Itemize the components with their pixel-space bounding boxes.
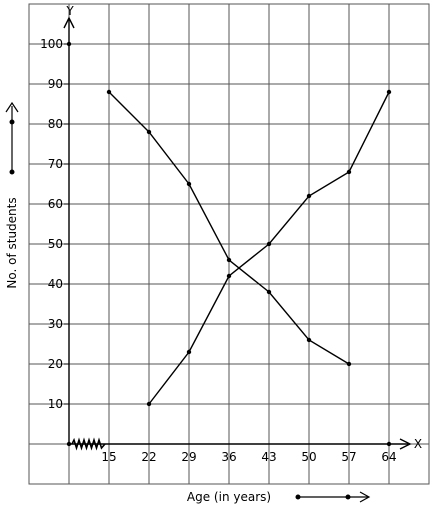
y-tick-label: 90 <box>48 77 63 91</box>
y-tick-label: 70 <box>48 157 63 171</box>
series-1-point <box>306 337 312 343</box>
series-2-point <box>146 401 152 407</box>
series-2-point <box>386 89 392 95</box>
y-axis-title: No. of students <box>5 197 19 288</box>
x-axis-letter: X <box>414 437 422 451</box>
axis-break-zigzag <box>71 437 106 451</box>
x-axis-title: Age (in years) <box>187 490 271 504</box>
series-1-point <box>186 181 192 187</box>
y-direction-arrow <box>5 101 19 175</box>
x-tick-label: 57 <box>341 450 356 464</box>
y-tick-label: 30 <box>48 317 63 331</box>
x-axis-arrowhead <box>399 438 412 450</box>
series-2-point <box>226 273 232 279</box>
series-1-point <box>106 89 112 95</box>
x-tick-label: 29 <box>181 450 196 464</box>
series-1-point <box>146 129 152 135</box>
series-2-point <box>266 241 272 247</box>
series-group <box>106 89 392 407</box>
x-tick-label: 22 <box>141 450 156 464</box>
y-tick-label: 40 <box>48 277 63 291</box>
y-tick-label: 80 <box>48 117 63 131</box>
x-tick-label: 43 <box>261 450 276 464</box>
x-tick-label: 50 <box>301 450 316 464</box>
y-tick-label: 100 <box>40 37 63 51</box>
x-tick-label: 15 <box>101 450 116 464</box>
axes <box>63 16 412 451</box>
y-tick-label: 50 <box>48 237 63 251</box>
tick-labels: 15 22 29 36 43 50 57 64 10 20 30 40 50 60 70 80 90 100 <box>40 37 397 464</box>
series-1-point <box>346 361 352 367</box>
y-tick-label: 60 <box>48 197 63 211</box>
grid <box>28 3 430 485</box>
series-2-point <box>306 193 312 199</box>
x-tick-label: 36 <box>221 450 236 464</box>
y-axis-arrowhead <box>63 16 75 29</box>
y-tick-label: 20 <box>48 357 63 371</box>
series-1-point <box>266 289 272 295</box>
series-2-point <box>186 349 192 355</box>
y-tick-label: 10 <box>48 397 63 411</box>
origin-dot <box>66 441 72 447</box>
x-axis-end-dot <box>386 441 392 447</box>
series-1-point <box>226 257 232 263</box>
x-tick-label: 64 <box>381 450 396 464</box>
x-direction-arrow <box>295 491 371 503</box>
series-2-point <box>346 169 352 175</box>
y-axis-letter: Y <box>65 4 74 18</box>
